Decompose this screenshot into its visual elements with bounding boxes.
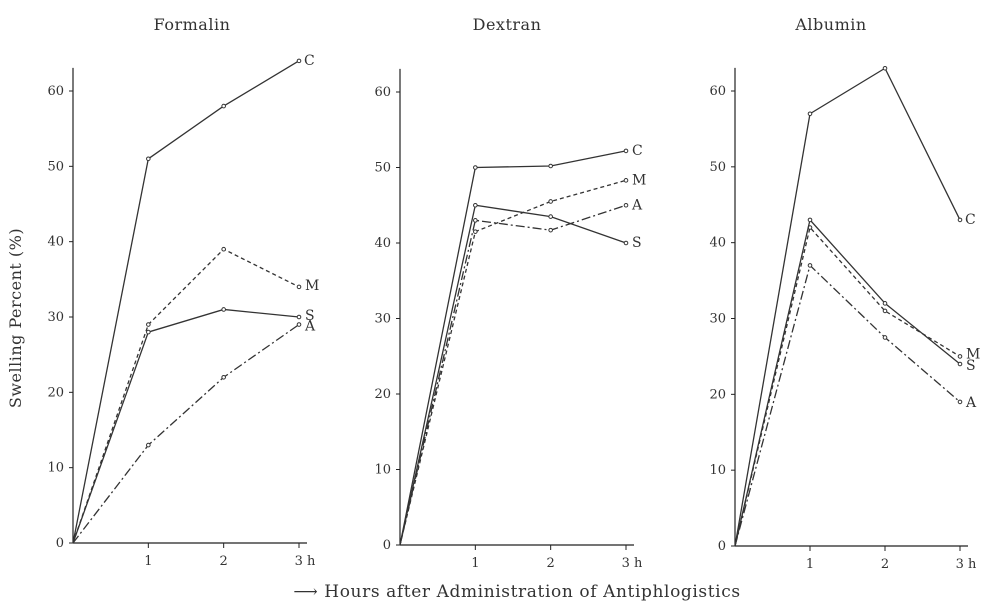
series-line-s [734,218,961,547]
x-tick-label: 3 h [622,556,643,571]
data-point [957,354,963,359]
data-point [882,335,888,340]
series-label-a: A [304,319,316,335]
data-point [882,301,888,306]
y-tick-label: 50 [374,161,391,176]
y-tick-label: 60 [709,84,726,99]
y-tick-label: 20 [374,387,391,402]
series-line-a [399,204,627,546]
y-tick-label: 40 [374,236,391,251]
panel-title: Dextran [473,15,542,34]
series-line-c [399,150,627,546]
data-point [548,214,553,219]
x-tick-label: 3 h [956,557,977,572]
y-tick-label: 20 [709,387,726,402]
data-point [623,240,629,246]
data-point [807,263,813,268]
series-label-c: C [965,212,976,228]
y-tick-label: 40 [47,235,64,250]
data-point [473,218,478,223]
y-tick-label: 30 [47,310,64,325]
y-tick-label: 30 [374,312,391,327]
y-tick-label: 40 [709,236,726,251]
data-point [623,202,629,208]
y-tick-label: 0 [383,538,391,553]
y-tick-label: 10 [709,463,726,478]
data-point [882,308,888,314]
series-label-c: C [632,143,643,159]
data-point [807,111,813,117]
panel-albumin: Albumin 0 10 20 30 40 50 60 1 2 3 h C MS A [709,15,980,572]
data-point [221,103,226,109]
data-point [623,178,629,183]
panel-title: Albumin [794,15,866,34]
x-tick-label: 1 [471,556,479,571]
data-point [473,229,478,234]
data-point [221,307,226,312]
panel-formalin: Formalin 0 10 20 30 40 50 60 1 2 3 h C MSA [47,15,319,569]
data-point [548,227,553,233]
series-label-s: S [966,358,976,374]
series-line-m [734,226,961,547]
series-label-s: S [632,235,642,251]
x-tick-label: 1 [144,554,152,569]
data-point [882,65,888,71]
data-point [473,165,478,170]
series-label-s: S [305,308,315,324]
y-tick-label: 60 [374,85,391,100]
y-tick-label: 10 [374,463,391,478]
data-point [957,217,963,223]
data-point [296,322,302,327]
y-tick-label: 0 [56,536,64,551]
data-point [623,148,629,154]
x-axis-title: ⟶ Hours after Administration of Antiphlo… [293,582,740,602]
x-tick-label: 1 [806,557,814,572]
y-tick-label: 50 [47,159,64,174]
data-point [221,374,226,380]
series-label-a: A [965,395,977,411]
y-tick-label: 60 [47,84,64,99]
data-point [807,217,813,223]
data-point [296,284,302,290]
data-point [548,163,553,169]
series-line-a [734,264,961,547]
data-point [296,58,302,64]
x-tick-label: 2 [220,554,228,569]
panel-dextran: Dextran 0 10 20 30 40 50 60 1 2 3 h CMA S [374,15,646,571]
data-point [548,199,553,204]
y-tick-label: 20 [47,385,64,400]
y-tick-label: 0 [718,539,726,554]
data-point [146,156,151,162]
x-tick-label: 2 [547,556,555,571]
y-tick-label: 50 [709,160,726,175]
x-tick-label: 3 h [295,554,316,569]
series-label-m: M [966,346,980,362]
series-label-m: M [305,278,319,294]
series-line-s [399,204,627,546]
series-label-a: A [631,197,643,213]
data-point [146,322,151,327]
series-line-m [399,179,627,546]
series-line-m [72,248,300,544]
data-point [221,246,226,252]
y-axis-title: Swelling Percent (%) [6,228,25,408]
data-point [957,361,963,367]
series-line-s [72,308,300,544]
data-point [146,442,151,448]
series-label-c: C [304,53,315,69]
series-line-c [72,60,300,544]
y-tick-label: 30 [709,312,726,327]
data-point [473,202,478,208]
x-tick-label: 2 [881,557,889,572]
data-point [957,399,963,405]
series-line-c [734,67,961,547]
series-line-a [72,324,300,544]
data-point [296,314,302,320]
data-point [146,329,151,335]
y-tick-label: 10 [47,461,64,476]
series-label-m: M [632,172,646,188]
panel-title: Formalin [154,15,231,34]
